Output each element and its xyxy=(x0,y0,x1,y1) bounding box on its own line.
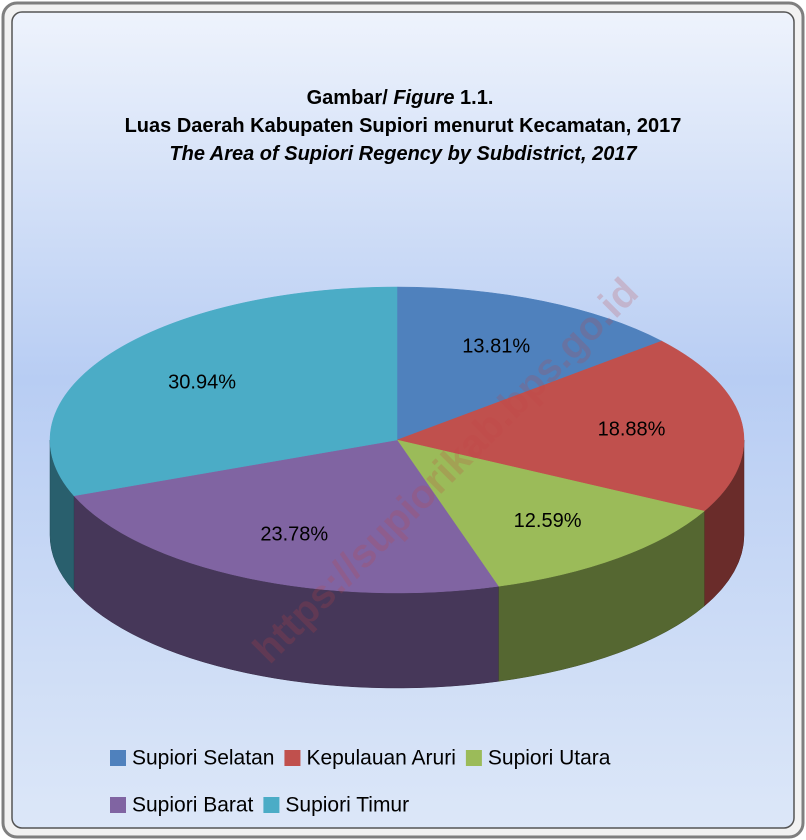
figure-heading: Gambar/ Figure 1.1. xyxy=(307,87,494,109)
legend-label: Supiori Selatan xyxy=(132,747,274,770)
slice xyxy=(49,286,398,497)
legend-swatch xyxy=(110,750,126,766)
legend: Supiori Selatan Kepulauan Aruri Supiori Ut… xyxy=(110,747,611,817)
slice xyxy=(396,439,705,587)
legend-swatch xyxy=(465,750,482,766)
chart-title: Luas Daerah Kabupaten Supiori menurut Ke… xyxy=(125,115,682,137)
legend-label: Supiori Barat xyxy=(132,794,254,817)
legend-label: Supiori Timur xyxy=(285,794,409,817)
legend-label: Kepulauan Aruri xyxy=(306,747,455,770)
legend-swatch xyxy=(284,750,301,766)
data-label: 30.94% xyxy=(168,371,236,393)
data-label: 23.78% xyxy=(260,524,328,546)
data-label: 13.81% xyxy=(462,336,530,358)
slice xyxy=(73,439,499,594)
legend-swatch xyxy=(110,797,126,813)
title-number: 1.1. xyxy=(460,87,493,109)
legend-label: Supiori Utara xyxy=(488,747,611,770)
data-label: 12.59% xyxy=(514,510,582,532)
slice xyxy=(396,286,663,441)
title-prefix: Gambar/ xyxy=(307,87,389,109)
legend-swatch xyxy=(263,797,280,813)
slice xyxy=(396,340,745,512)
pie: 13.81% 18.88% 12.59% 23.78% 30.94% xyxy=(49,286,745,689)
title-figure: Figure xyxy=(393,87,454,109)
chart-subtitle: The Area of Supiori Regency by Subdistri… xyxy=(169,143,637,165)
data-label: 18.88% xyxy=(598,419,666,441)
